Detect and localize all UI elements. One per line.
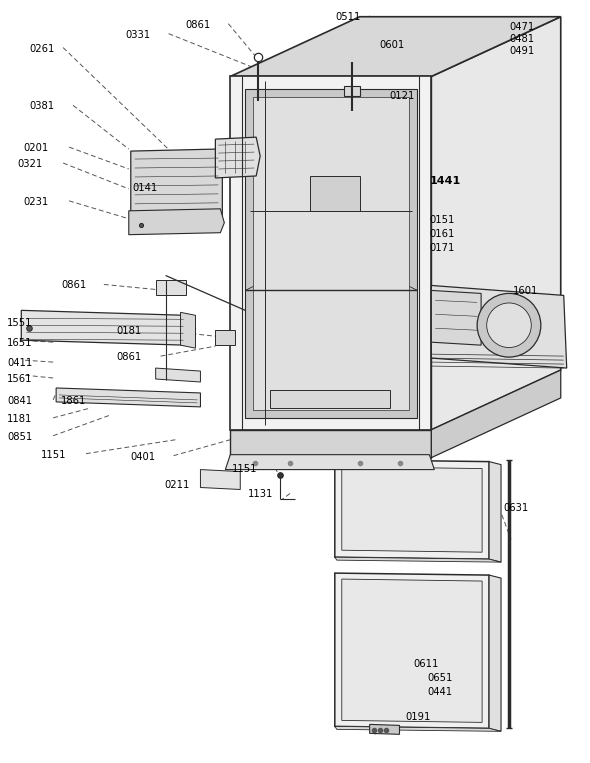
Text: 1151: 1151 bbox=[41, 449, 67, 459]
Text: 0851: 0851 bbox=[7, 432, 32, 442]
Polygon shape bbox=[56, 388, 201, 407]
Polygon shape bbox=[21, 311, 195, 345]
Polygon shape bbox=[230, 76, 431, 430]
Text: 0141: 0141 bbox=[133, 183, 158, 193]
Text: 1151: 1151 bbox=[232, 464, 258, 474]
Text: 0481: 0481 bbox=[509, 34, 534, 43]
Text: 0261: 0261 bbox=[30, 43, 55, 53]
Polygon shape bbox=[489, 575, 501, 732]
Polygon shape bbox=[310, 176, 360, 211]
Polygon shape bbox=[431, 370, 560, 458]
Text: 0631: 0631 bbox=[503, 504, 528, 513]
Text: 0441: 0441 bbox=[427, 687, 453, 697]
Text: 0841: 0841 bbox=[7, 396, 32, 406]
Polygon shape bbox=[344, 86, 360, 96]
Text: 0121: 0121 bbox=[389, 92, 415, 101]
Polygon shape bbox=[255, 216, 408, 285]
Text: 1561: 1561 bbox=[7, 374, 33, 384]
Polygon shape bbox=[270, 390, 389, 408]
Polygon shape bbox=[230, 17, 560, 76]
Text: 0231: 0231 bbox=[23, 197, 48, 207]
Polygon shape bbox=[215, 137, 260, 178]
Polygon shape bbox=[156, 281, 185, 295]
Polygon shape bbox=[245, 89, 417, 418]
Polygon shape bbox=[181, 312, 195, 348]
Polygon shape bbox=[230, 430, 431, 458]
Text: 0411: 0411 bbox=[7, 358, 32, 368]
Polygon shape bbox=[353, 456, 399, 468]
Text: 0381: 0381 bbox=[30, 101, 54, 111]
Text: 1181: 1181 bbox=[7, 414, 32, 424]
Text: 0151: 0151 bbox=[430, 215, 455, 225]
Text: 0191: 0191 bbox=[405, 713, 431, 723]
Text: 1441: 1441 bbox=[430, 176, 461, 186]
Polygon shape bbox=[201, 469, 240, 490]
Text: 0401: 0401 bbox=[131, 452, 156, 462]
Polygon shape bbox=[370, 724, 399, 734]
Polygon shape bbox=[431, 285, 567, 368]
Circle shape bbox=[477, 294, 541, 357]
Polygon shape bbox=[215, 330, 235, 345]
Text: 0171: 0171 bbox=[430, 243, 455, 253]
Text: 0491: 0491 bbox=[509, 46, 534, 56]
Text: 1551: 1551 bbox=[7, 318, 33, 328]
Text: 1651: 1651 bbox=[7, 338, 33, 348]
Text: 0161: 0161 bbox=[430, 229, 455, 239]
Text: 0321: 0321 bbox=[17, 159, 42, 169]
Polygon shape bbox=[335, 557, 501, 562]
Polygon shape bbox=[342, 579, 482, 723]
Polygon shape bbox=[431, 17, 560, 430]
Text: 1601: 1601 bbox=[513, 286, 538, 297]
Text: 0181: 0181 bbox=[117, 327, 142, 336]
Text: 0861: 0861 bbox=[185, 20, 211, 30]
Polygon shape bbox=[156, 368, 201, 382]
Text: 0211: 0211 bbox=[165, 479, 190, 490]
Circle shape bbox=[487, 303, 531, 348]
Text: 0611: 0611 bbox=[414, 658, 439, 668]
Polygon shape bbox=[335, 459, 489, 559]
Text: 1131: 1131 bbox=[248, 490, 274, 500]
Text: 0861: 0861 bbox=[61, 281, 86, 291]
Text: 1861: 1861 bbox=[61, 396, 87, 406]
Text: 0601: 0601 bbox=[379, 40, 405, 50]
Text: 0471: 0471 bbox=[509, 21, 534, 32]
Text: 0861: 0861 bbox=[117, 353, 142, 362]
Polygon shape bbox=[131, 149, 222, 219]
Text: 0331: 0331 bbox=[126, 30, 151, 40]
Polygon shape bbox=[335, 573, 489, 729]
Polygon shape bbox=[342, 467, 482, 552]
Polygon shape bbox=[253, 98, 409, 410]
Text: 0201: 0201 bbox=[23, 143, 48, 153]
Polygon shape bbox=[335, 726, 501, 732]
Text: 0511: 0511 bbox=[336, 11, 361, 22]
Polygon shape bbox=[225, 455, 434, 469]
Polygon shape bbox=[489, 462, 501, 562]
Polygon shape bbox=[129, 209, 224, 235]
Text: 0651: 0651 bbox=[427, 673, 453, 683]
Polygon shape bbox=[431, 291, 481, 345]
